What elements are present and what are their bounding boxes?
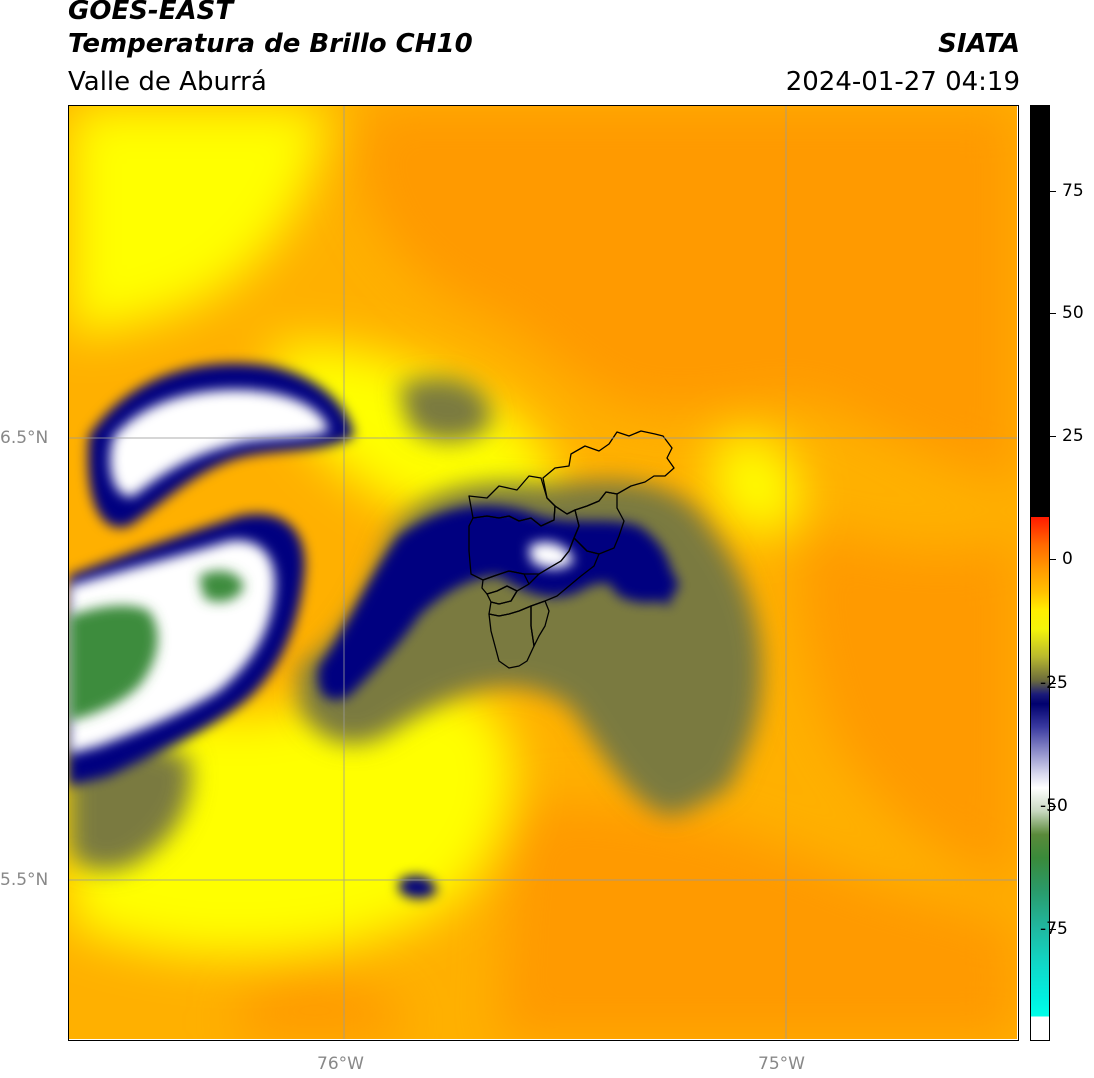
colorbar-tick <box>1050 191 1056 192</box>
colorbar-label-0: 0 <box>1062 549 1073 569</box>
colorbar-label-50: 50 <box>1062 303 1084 323</box>
colorbar-label-minus-25: -25 <box>1040 673 1068 693</box>
colorbar-tick <box>1050 929 1056 930</box>
valle-de-aburra-municipal-boundaries <box>468 430 675 669</box>
colorbar-tick <box>1050 806 1056 807</box>
lat-label-5-5n: 5.5°N <box>0 870 49 890</box>
colorbar-tick <box>1050 436 1056 437</box>
map-canvas <box>69 106 1017 1039</box>
temperature-colorbar <box>1030 105 1050 1041</box>
colorbar-tick <box>1050 559 1056 560</box>
satellite-name: GOES-EAST <box>68 0 234 26</box>
lon-label-76w: 76°W <box>317 1054 364 1074</box>
graticule <box>69 106 1017 1039</box>
lat-label-6-5n: 6.5°N <box>0 428 49 448</box>
brightness-temperature-map[interactable] <box>68 105 1019 1041</box>
colorbar-label-25: 25 <box>1062 426 1084 446</box>
agency-name: SIATA <box>938 29 1020 59</box>
colorbar-tick <box>1050 683 1056 684</box>
colorbar-label-minus-75: -75 <box>1040 919 1068 939</box>
region-name: Valle de Aburrá <box>68 67 267 97</box>
colorbar-label-minus-50: -50 <box>1040 796 1068 816</box>
timestamp: 2024-01-27 04:19 <box>785 67 1020 97</box>
product-title: Temperatura de Brillo CH10 <box>68 29 473 59</box>
warm-orange-areas <box>239 106 1017 1039</box>
colorbar-tick <box>1050 313 1056 314</box>
colorbar-label-75: 75 <box>1062 181 1084 201</box>
lon-label-75w: 75°W <box>758 1054 805 1074</box>
coldest-green-area <box>69 570 244 721</box>
